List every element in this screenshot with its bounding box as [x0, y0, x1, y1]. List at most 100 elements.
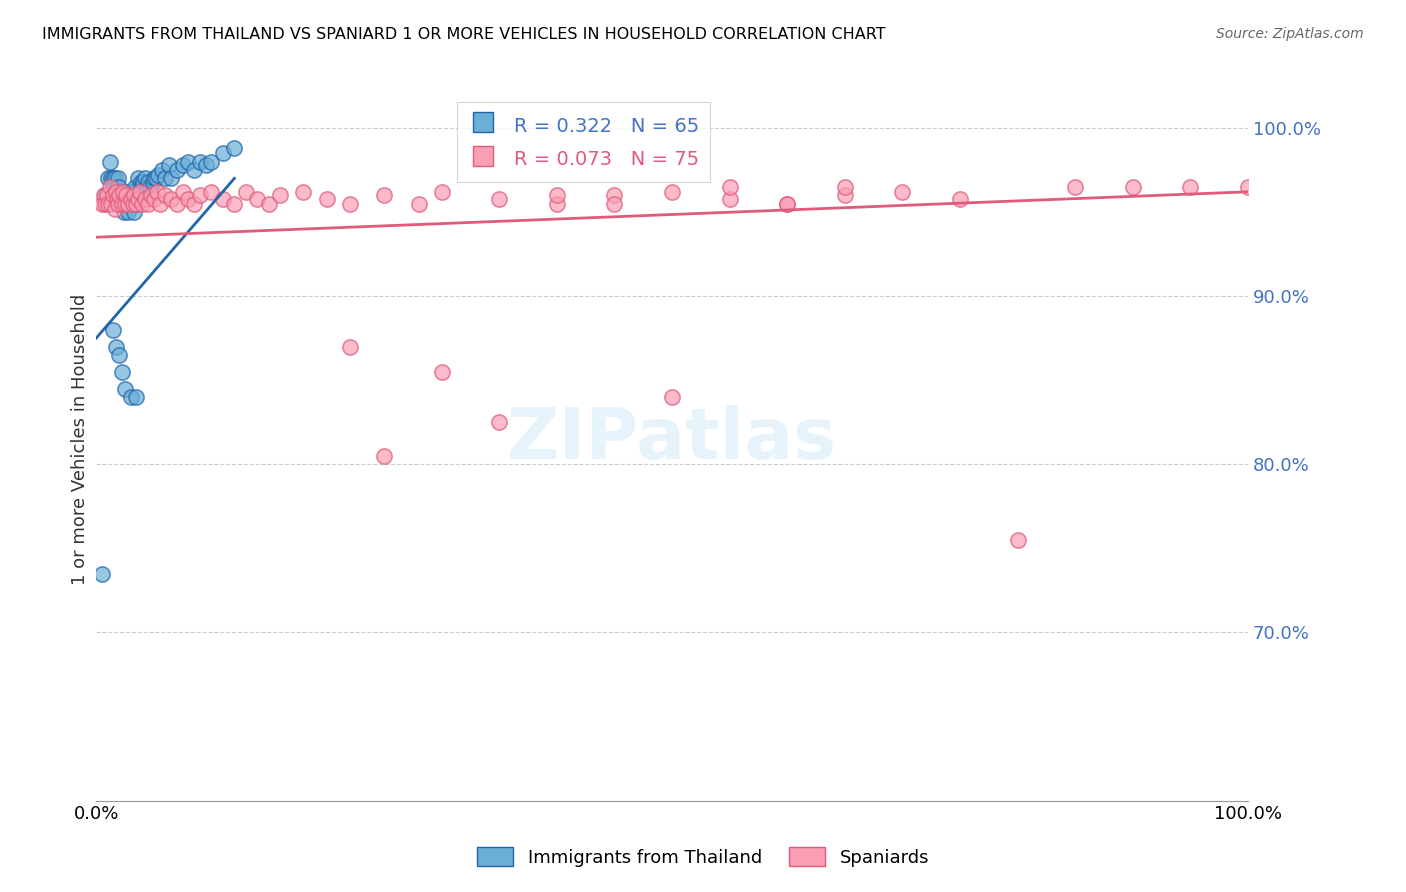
Point: [224, 196, 246, 211]
Point: [315, 192, 337, 206]
Point: [488, 192, 510, 206]
Point: [125, 196, 148, 211]
Point: [128, 188, 150, 202]
Point: [257, 196, 280, 211]
Point: [121, 185, 143, 199]
Point: [776, 196, 799, 211]
Point: [98, 154, 121, 169]
Point: [188, 154, 211, 169]
Point: [661, 390, 683, 404]
Point: [177, 192, 200, 206]
Point: [129, 193, 152, 207]
Point: [122, 185, 145, 199]
Point: [114, 196, 136, 211]
Point: [105, 179, 128, 194]
Point: [125, 196, 148, 211]
Point: [117, 205, 139, 219]
Point: [97, 171, 120, 186]
Point: [114, 188, 136, 202]
Point: [124, 179, 146, 194]
Legend: R = 0.322   N = 65, R = 0.073   N = 75: R = 0.322 N = 65, R = 0.073 N = 75: [457, 102, 710, 182]
Point: [292, 185, 315, 199]
Point: [122, 192, 145, 206]
Y-axis label: 1 or more Vehicles in Household: 1 or more Vehicles in Household: [72, 293, 89, 584]
Point: [93, 188, 115, 202]
Point: [166, 196, 188, 211]
Point: [339, 196, 361, 211]
Point: [136, 175, 159, 189]
Point: [117, 196, 139, 211]
Point: [148, 196, 170, 211]
Point: [488, 415, 510, 429]
Point: [94, 196, 117, 211]
Point: [142, 171, 165, 186]
Point: [135, 179, 157, 194]
Point: [117, 196, 139, 211]
Point: [120, 390, 142, 404]
Point: [103, 188, 125, 202]
Point: [155, 171, 177, 186]
Point: [373, 449, 395, 463]
Point: [949, 192, 972, 206]
Point: [603, 188, 626, 202]
Point: [834, 179, 856, 194]
Point: [183, 196, 205, 211]
Point: [177, 154, 200, 169]
Point: [1122, 179, 1144, 194]
Point: [120, 192, 142, 206]
Point: [172, 185, 194, 199]
Point: [111, 196, 134, 211]
Point: [139, 179, 162, 194]
Point: [115, 185, 138, 199]
Point: [114, 382, 136, 396]
Point: [103, 171, 125, 186]
Point: [183, 163, 205, 178]
Point: [108, 188, 131, 202]
Legend: Immigrants from Thailand, Spaniards: Immigrants from Thailand, Spaniards: [470, 840, 936, 874]
Point: [105, 192, 128, 206]
Point: [108, 188, 131, 202]
Point: [891, 185, 914, 199]
Text: Source: ZipAtlas.com: Source: ZipAtlas.com: [1216, 27, 1364, 41]
Point: [194, 158, 217, 172]
Point: [132, 175, 155, 189]
Point: [603, 196, 626, 211]
Point: [125, 390, 148, 404]
Point: [718, 192, 741, 206]
Point: [134, 192, 156, 206]
Point: [107, 196, 129, 211]
Point: [118, 192, 141, 206]
Point: [94, 188, 117, 202]
Point: [100, 196, 122, 211]
Point: [107, 171, 129, 186]
Point: [145, 171, 167, 186]
Point: [661, 185, 683, 199]
Point: [110, 196, 132, 211]
Point: [122, 196, 145, 211]
Point: [111, 185, 134, 199]
Point: [96, 188, 118, 202]
Point: [110, 365, 132, 379]
Point: [430, 365, 453, 379]
Point: [135, 185, 157, 199]
Point: [146, 185, 169, 199]
Point: [172, 158, 194, 172]
Point: [91, 566, 114, 581]
Point: [373, 188, 395, 202]
Point: [129, 185, 152, 199]
Point: [103, 179, 125, 194]
Point: [408, 196, 430, 211]
Point: [212, 192, 235, 206]
Point: [269, 188, 291, 202]
Point: [104, 171, 127, 186]
Point: [776, 196, 799, 211]
Point: [157, 158, 180, 172]
Point: [131, 179, 153, 194]
Point: [105, 188, 128, 202]
Point: [141, 188, 163, 202]
Point: [224, 141, 246, 155]
Text: IMMIGRANTS FROM THAILAND VS SPANIARD 1 OR MORE VEHICLES IN HOUSEHOLD CORRELATION: IMMIGRANTS FROM THAILAND VS SPANIARD 1 O…: [42, 27, 886, 42]
Point: [834, 188, 856, 202]
Point: [1064, 179, 1087, 194]
Point: [160, 192, 183, 206]
